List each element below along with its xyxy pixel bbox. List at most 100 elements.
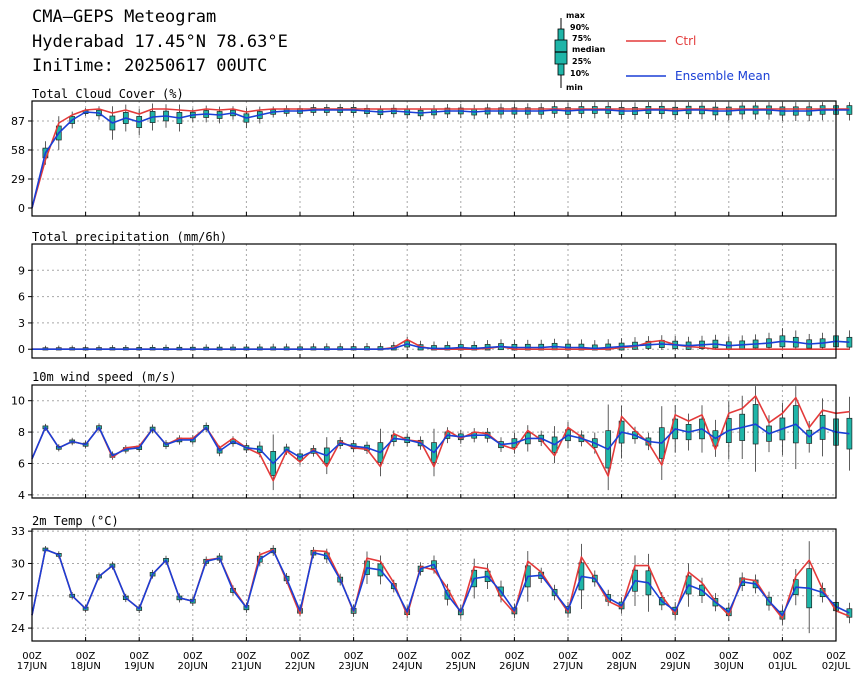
ensemble-box (752, 102, 759, 120)
x-hour-label: 00Z (397, 651, 417, 662)
x-hour-label: 00Z (773, 651, 793, 662)
ensemble-box (806, 541, 813, 634)
x-hour-label: 00Z (344, 651, 364, 662)
x-date-label: 28JUN (606, 661, 636, 672)
panel-3: 10m wind speed (m/s) 4 6 8 10 (11, 370, 853, 502)
legend-key-label: 10% (570, 69, 589, 78)
ensemble-mean-line (31, 423, 850, 465)
y-tick-label: 10 (11, 395, 25, 408)
ensemble-box (766, 332, 772, 351)
ensemble-mean-line (32, 340, 850, 351)
x-hour-label: 00Z (237, 651, 257, 662)
ensemble-box (498, 339, 504, 351)
x-hour-label: 00Z (826, 651, 846, 662)
panel-2: Total precipitation (mm/6h) 0 3 6 9 (18, 230, 853, 359)
ensemble-box (712, 334, 719, 351)
legend-key-label: median (572, 45, 606, 54)
y-tick-label: 29 (11, 173, 25, 186)
box-body (364, 346, 370, 351)
x-date-label: 23JUN (338, 661, 368, 672)
x-hour-label: 00Z (451, 651, 471, 662)
legend-ctrl-label: Ctrl (675, 34, 697, 48)
y-tick-label: 0 (18, 343, 25, 356)
y-tick-label: 87 (11, 115, 25, 128)
ensemble-box (658, 335, 665, 351)
ensemble-box (685, 336, 692, 351)
x-date-label: 24JUN (392, 661, 422, 672)
y-tick-label: 24 (11, 622, 25, 635)
x-date-label: 26JUN (499, 661, 529, 672)
panel-1: Total Cloud Cover (%) 0 29 58 87 (11, 87, 853, 217)
ensemble-box (806, 333, 813, 351)
ensemble-box (752, 334, 759, 351)
y-tick-label: 33 (11, 525, 25, 538)
legend-key-label: max (566, 11, 586, 20)
x-hour-label: 00Z (129, 651, 149, 662)
ensemble-box (551, 338, 558, 351)
ensemble-box (766, 102, 772, 120)
y-tick-label: 58 (11, 144, 25, 157)
x-date-label: 30JUN (714, 661, 744, 672)
y-tick-label: 30 (11, 557, 25, 570)
x-hour-label: 00Z (558, 651, 578, 662)
ensemble-box (819, 332, 826, 351)
location-label: Hyderabad 17.45°N 78.63°E (32, 32, 288, 52)
x-hour-label: 00Z (290, 651, 310, 662)
ensemble-box (739, 335, 746, 351)
ensemble-mean-line (31, 548, 850, 617)
y-tick-label: 4 (18, 489, 25, 502)
legend-key-label: 25% (572, 57, 591, 66)
x-hour-label: 00Z (612, 651, 632, 662)
panel-frame (31, 528, 837, 642)
x-hour-label: 00Z (76, 651, 96, 662)
legend-key-label: 75% (572, 34, 591, 43)
x-hour-label: 00Z (183, 651, 203, 662)
panel-title: 10m wind speed (m/s) (32, 370, 177, 384)
x-date-label: 17JUN (17, 661, 47, 672)
panel-title: Total Cloud Cover (%) (32, 87, 184, 101)
panel-title: 2m Temp (°C) (32, 514, 119, 528)
y-tick-label: 27 (11, 590, 25, 603)
ensemble-box (792, 330, 799, 351)
x-date-label: 01JUL (768, 661, 797, 672)
ensemble-box (632, 337, 638, 351)
ensemble-box (846, 330, 853, 351)
box-body (350, 346, 357, 351)
y-tick-label: 3 (18, 317, 25, 330)
x-hour-label: 00Z (719, 651, 739, 662)
x-hour-label: 00Z (665, 651, 685, 662)
box-body (337, 346, 344, 351)
ctrl-line (31, 108, 850, 209)
ensemble-mean-line (31, 109, 850, 209)
x-date-label: 21JUN (231, 661, 261, 672)
panel-frame (31, 100, 837, 217)
x-hour-label: 00Z (505, 651, 525, 662)
x-date-label: 22JUN (285, 661, 315, 672)
ensemble-box (725, 336, 732, 351)
x-date-label: 19JUN (124, 661, 154, 672)
legend-box-key: max 90% 75% median 25% 10% min (554, 11, 606, 92)
ensemble-box (672, 335, 679, 351)
x-date-label: 02JUL (822, 661, 851, 672)
init-time-label: IniTime: 20250617 00UTC (32, 56, 268, 76)
panel-4: 2m Temp (°C) 24 27 30 33 (11, 514, 853, 642)
panel-frame (31, 384, 837, 499)
box-body (323, 346, 330, 351)
x-date-label: 27JUN (553, 661, 583, 672)
ensemble-box (846, 102, 853, 121)
legend-key-label: 90% (570, 23, 589, 32)
ensemble-box (819, 102, 826, 121)
x-date-label: 29JUN (660, 661, 690, 672)
x-date-label: 18JUN (70, 661, 100, 672)
y-tick-label: 8 (18, 426, 25, 439)
x-hour-label: 00Z (22, 651, 42, 662)
panel-frame (31, 243, 837, 359)
panel-title: Total precipitation (mm/6h) (32, 230, 227, 244)
legend-key-label: min (566, 83, 583, 92)
chart-title: CMA—GEPS Meteogram (32, 7, 217, 27)
x-date-label: 20JUN (178, 661, 208, 672)
y-tick-label: 9 (18, 264, 25, 277)
y-tick-label: 6 (18, 291, 25, 304)
y-tick-label: 6 (18, 457, 25, 470)
